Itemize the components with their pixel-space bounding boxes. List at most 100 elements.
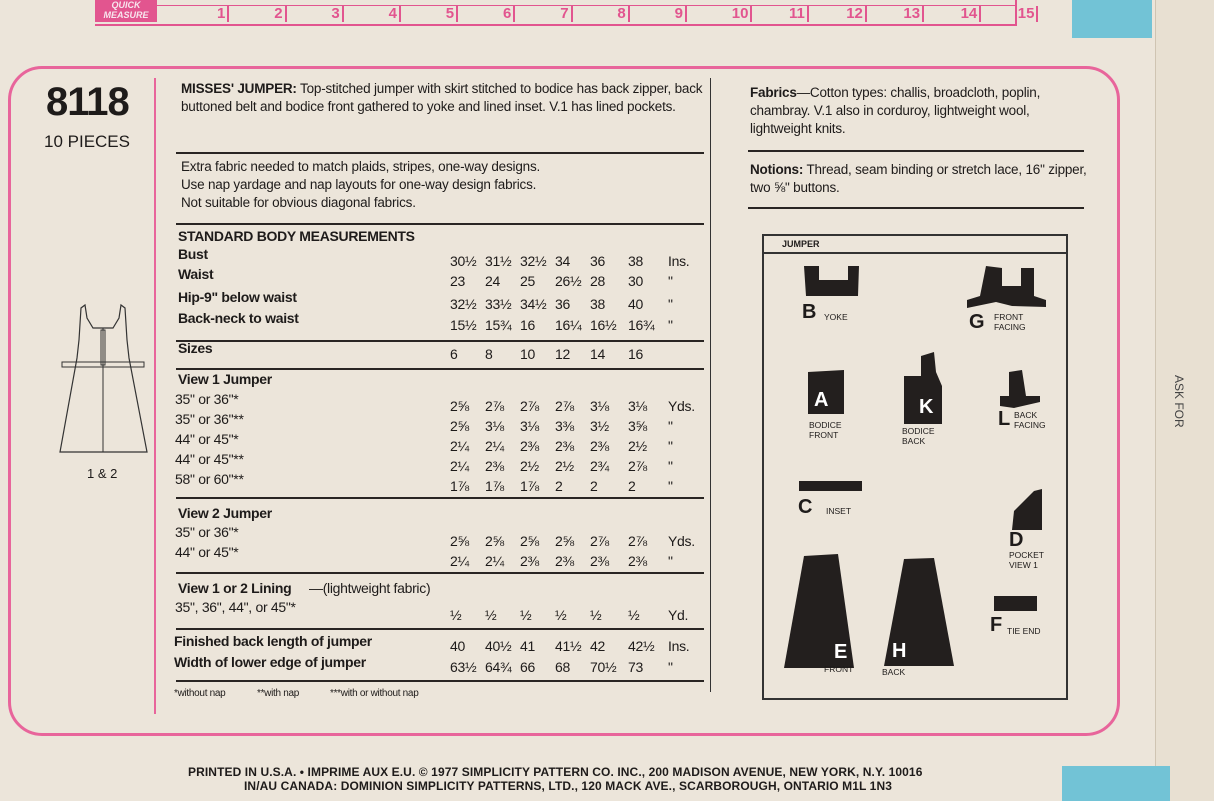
footer: PRINTED IN U.S.A. • IMPRIME AUX E.U. © 1… bbox=[188, 765, 922, 793]
unit-label: Yd. bbox=[668, 607, 689, 623]
notions-text: Thread, seam binding or stretch lace, 16… bbox=[750, 162, 1087, 195]
tape-tab-bottom bbox=[1062, 766, 1170, 801]
piece-skirt-back bbox=[884, 558, 954, 666]
cell-value: 2⅜ bbox=[555, 438, 574, 454]
view-label: 1 & 2 bbox=[87, 466, 118, 481]
ruler-label: QUICK MEASURE bbox=[95, 0, 157, 22]
tape-tab-top bbox=[1072, 0, 1152, 38]
cell-value: 2 bbox=[555, 478, 563, 494]
cell-value: 36 bbox=[555, 296, 570, 312]
section-title: View 1 Jumper bbox=[178, 371, 272, 387]
fabrics-text: —Cotton types: challis, broadcloth, popl… bbox=[750, 85, 1041, 136]
cell-value: 16¾ bbox=[628, 317, 655, 333]
piece-yoke bbox=[804, 266, 859, 296]
cell-value: 2¼ bbox=[450, 438, 469, 454]
unit-label: " bbox=[668, 438, 673, 454]
cell-value: 64¾ bbox=[485, 659, 512, 675]
edge-text: ASK FOR bbox=[1172, 375, 1186, 428]
fabrics: Fabrics—Cotton types: challis, broadclot… bbox=[750, 84, 1088, 138]
ruler-number: 11 bbox=[789, 6, 809, 22]
fabric-notes: Extra fabric needed to match plaids, str… bbox=[181, 158, 709, 212]
ruler-number: 4 bbox=[389, 6, 401, 22]
cell-value: 1⅞ bbox=[485, 478, 504, 494]
cell-value: 2⅞ bbox=[485, 398, 504, 414]
cell-value: ½ bbox=[555, 607, 567, 623]
piece-label: TIE END bbox=[1007, 626, 1041, 636]
ruler-number: 15 bbox=[1018, 6, 1039, 22]
cell-value: 68 bbox=[555, 659, 570, 675]
cell-value: 2¼ bbox=[485, 553, 504, 569]
row-label: Bust bbox=[178, 246, 208, 262]
cell-value: 2¼ bbox=[485, 438, 504, 454]
ruler-number: 9 bbox=[675, 6, 687, 22]
cell-value: 2⅜ bbox=[590, 553, 609, 569]
cell-value: 2 bbox=[628, 478, 636, 494]
cell-value: 2½ bbox=[628, 438, 647, 454]
cell-value: 6 bbox=[450, 346, 458, 362]
unit-label: " bbox=[668, 317, 673, 333]
cell-value: 24 bbox=[485, 273, 500, 289]
piece-inset bbox=[799, 481, 862, 491]
row-label: 35" or 36"* bbox=[175, 391, 239, 407]
cell-value: 2⅜ bbox=[485, 458, 504, 474]
piece-front-facing bbox=[967, 266, 1046, 308]
ruler-number: 1 bbox=[217, 6, 230, 22]
cell-value: 38 bbox=[590, 296, 605, 312]
layout-title: JUMPER bbox=[764, 236, 1066, 254]
section-title-suffix: —(lightweight fabric) bbox=[309, 580, 431, 596]
piece-label: INSET bbox=[826, 506, 852, 516]
cell-value: 2⅜ bbox=[628, 553, 647, 569]
cell-value: 2 bbox=[590, 478, 598, 494]
piece-back-facing bbox=[1000, 370, 1040, 408]
cell-value: 40 bbox=[628, 296, 643, 312]
cell-value: 16 bbox=[628, 346, 643, 362]
piece-label: BODICE BACK bbox=[902, 426, 935, 446]
cell-value: 31½ bbox=[485, 253, 512, 269]
cell-value: 66 bbox=[520, 659, 535, 675]
piece-label: BODICE FRONT bbox=[809, 420, 842, 440]
ruler-number: 5 bbox=[446, 6, 459, 22]
cell-value: 15¾ bbox=[485, 317, 512, 333]
column-divider bbox=[710, 78, 711, 692]
cell-value: 3⅛ bbox=[590, 398, 609, 414]
cell-value: 3⅛ bbox=[628, 398, 647, 414]
cell-value: 40 bbox=[450, 638, 465, 654]
quick-measure-ruler: QUICK MEASURE 1 2 3 4 5 6 7 8 9 10 11 12 13 14 15 bbox=[95, 0, 1039, 26]
ruler-number: 2 bbox=[274, 6, 287, 22]
cell-value: 2⅝ bbox=[520, 533, 539, 549]
piece-count: 10 PIECES bbox=[44, 132, 130, 151]
cell-value: 73 bbox=[628, 659, 643, 675]
cell-value: 34½ bbox=[520, 296, 547, 312]
cell-value: 8 bbox=[485, 346, 493, 362]
ruler-number: 13 bbox=[903, 6, 925, 22]
cell-value: ½ bbox=[520, 607, 532, 623]
footnote: **with nap bbox=[257, 688, 300, 699]
cell-value: 3⅛ bbox=[485, 418, 504, 434]
layout-box: JUMPER B YOKE G FRONT FACING A BODICE FRONT… bbox=[762, 234, 1068, 700]
row-label: Hip-9" below waist bbox=[178, 289, 297, 305]
piece-label: FRONT bbox=[824, 664, 854, 674]
cell-value: 2⅞ bbox=[555, 398, 574, 414]
ruler-number: 7 bbox=[560, 6, 573, 22]
row-label: 35" or 36"** bbox=[175, 411, 244, 427]
ruler-number: 8 bbox=[617, 6, 630, 22]
cell-value: 2⅜ bbox=[555, 553, 574, 569]
row-label: 35", 36", 44", or 45"* bbox=[175, 599, 296, 615]
section-title: View 1 or 2 Lining bbox=[178, 580, 292, 596]
cell-value: 16¼ bbox=[555, 317, 582, 333]
cell-value: 3⅝ bbox=[628, 418, 647, 434]
row-label: Back-neck to waist bbox=[178, 310, 299, 326]
footer-line: IN/AU CANADA: DOMINION SIMPLICITY PATTER… bbox=[244, 779, 893, 793]
left-divider bbox=[154, 78, 156, 714]
piece-skirt-front bbox=[784, 554, 854, 668]
piece-label: POCKET VIEW 1 bbox=[1009, 550, 1044, 570]
cell-value: 41½ bbox=[555, 638, 582, 654]
cell-value: 42½ bbox=[628, 638, 655, 654]
row-label: 35" or 36"* bbox=[175, 524, 239, 540]
cell-value: 16½ bbox=[590, 317, 617, 333]
cell-value: 10 bbox=[520, 346, 535, 362]
cell-value: 14 bbox=[590, 346, 605, 362]
row-label: 44" or 45"* bbox=[175, 431, 239, 447]
cell-value: 2⅞ bbox=[520, 398, 539, 414]
cell-value: 2⅝ bbox=[485, 533, 504, 549]
